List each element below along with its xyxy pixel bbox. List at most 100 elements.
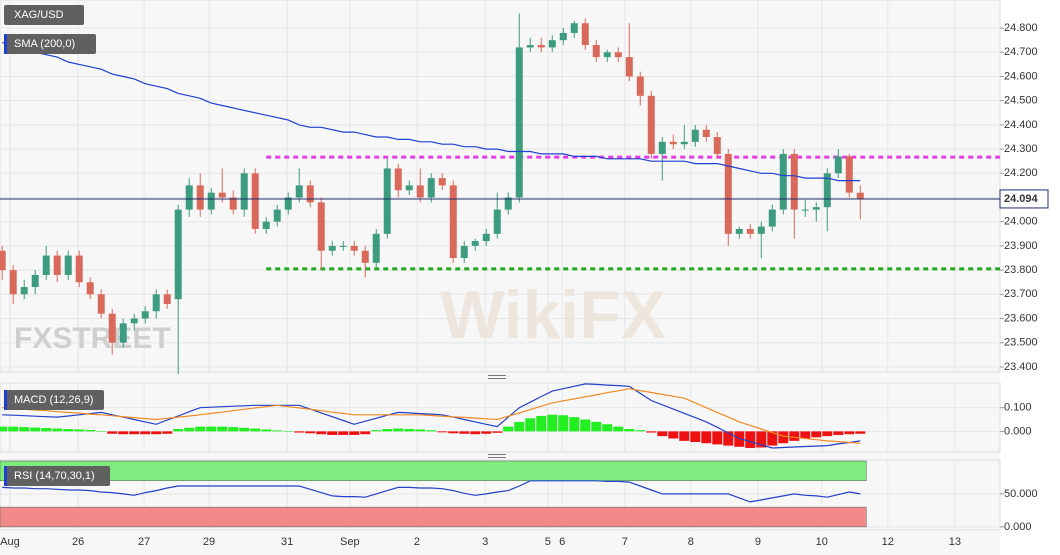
histogram-bar <box>547 414 558 432</box>
histogram-bar <box>140 431 151 435</box>
label-box <box>4 390 104 410</box>
histogram-bar <box>745 431 756 448</box>
label-accent <box>4 390 7 410</box>
x-tick-label: 26 <box>72 536 84 548</box>
x-tick-label: 13 <box>949 536 961 548</box>
histogram-bar <box>690 431 701 443</box>
candle-body <box>515 47 523 198</box>
candle-body <box>207 192 215 210</box>
candle-body <box>372 233 380 263</box>
histogram-bar <box>448 431 459 434</box>
histogram-bar <box>646 431 657 433</box>
histogram-bar <box>701 431 712 444</box>
sma-line <box>2 42 861 182</box>
y-tick-label: 24.400 <box>1004 119 1038 131</box>
histogram-bar <box>459 431 470 434</box>
candle-body <box>361 250 369 263</box>
histogram-bar <box>239 427 250 432</box>
y-tick-label: 50.000 <box>1004 488 1038 500</box>
pane-label: RSI (14,70,30,1) <box>14 470 95 482</box>
candle-body <box>757 226 765 234</box>
watermark: WikiFX <box>440 277 666 353</box>
histogram-bar <box>855 431 866 434</box>
histogram-bar <box>569 417 580 432</box>
candle-body <box>185 185 193 210</box>
candle-body <box>141 311 149 319</box>
histogram-bar <box>371 430 382 432</box>
candle-body <box>625 57 633 77</box>
candle-body <box>614 52 622 58</box>
histogram-bar <box>822 431 833 437</box>
candle-body <box>328 245 336 251</box>
histogram-bar <box>316 431 327 435</box>
candle-body <box>724 153 732 234</box>
candle-body <box>97 294 105 314</box>
candle-body <box>9 270 17 295</box>
candle-body <box>482 233 490 242</box>
label-box <box>4 34 96 54</box>
histogram-bar <box>272 430 283 432</box>
candle-body <box>658 141 666 154</box>
histogram-bar <box>305 431 316 434</box>
histogram-bar <box>338 431 349 435</box>
histogram-bar <box>228 427 239 432</box>
label-accent <box>4 466 7 486</box>
histogram-bar <box>74 429 85 432</box>
pane <box>0 382 1001 453</box>
candle-body <box>0 250 6 271</box>
histogram-bar <box>261 429 272 432</box>
histogram-bar <box>833 431 844 435</box>
histogram-bar <box>19 427 30 432</box>
candle-body <box>317 202 325 251</box>
candle-body <box>570 23 578 33</box>
candle-body <box>636 76 644 96</box>
histogram-bar <box>85 429 96 432</box>
histogram-bar <box>8 426 19 432</box>
histogram-bar <box>118 431 129 435</box>
histogram-bar <box>151 431 162 435</box>
candle-body <box>713 136 721 154</box>
candle-body <box>174 209 182 300</box>
histogram-bar <box>811 431 822 438</box>
histogram-bar <box>41 428 52 432</box>
histogram-bar <box>558 415 569 432</box>
signal-line <box>2 388 861 444</box>
histogram-bar <box>404 429 415 432</box>
candle-body <box>339 245 347 247</box>
label-box <box>4 466 110 486</box>
candle-body <box>801 209 809 211</box>
rsi-line <box>2 480 861 503</box>
histogram-bar <box>470 431 481 435</box>
candle-body <box>229 197 237 210</box>
x-tick-label: Aug <box>0 536 20 548</box>
x-tick-label: 10 <box>816 536 828 548</box>
candle-body <box>427 178 435 198</box>
histogram-bar <box>217 426 228 432</box>
pane <box>0 0 1001 373</box>
histogram-bar <box>63 429 74 432</box>
histogram-bar <box>349 431 360 435</box>
histogram-bar <box>613 426 624 432</box>
y-tick-label: 0.100 <box>1004 402 1032 414</box>
candle-body <box>86 282 94 295</box>
histogram-bar <box>712 431 723 445</box>
candle-body <box>603 52 611 58</box>
candle-body <box>768 209 776 227</box>
candle-body <box>812 207 820 210</box>
histogram-bar <box>283 431 294 432</box>
histogram-bar <box>624 429 635 432</box>
candle-body <box>75 255 83 283</box>
candle-body <box>163 294 171 304</box>
histogram-bar <box>426 430 437 432</box>
y-tick-label: 23.800 <box>1004 264 1038 276</box>
last-price-label: 24.094 <box>1004 193 1039 205</box>
histogram-bar <box>591 421 602 432</box>
histogram-bar <box>184 427 195 432</box>
candle-body <box>504 197 512 210</box>
candle-body <box>196 185 204 210</box>
pane-label: MACD (12,26,9) <box>14 394 93 406</box>
candle-body <box>350 245 358 251</box>
histogram-bar <box>602 424 613 432</box>
histogram-bar <box>580 419 591 432</box>
